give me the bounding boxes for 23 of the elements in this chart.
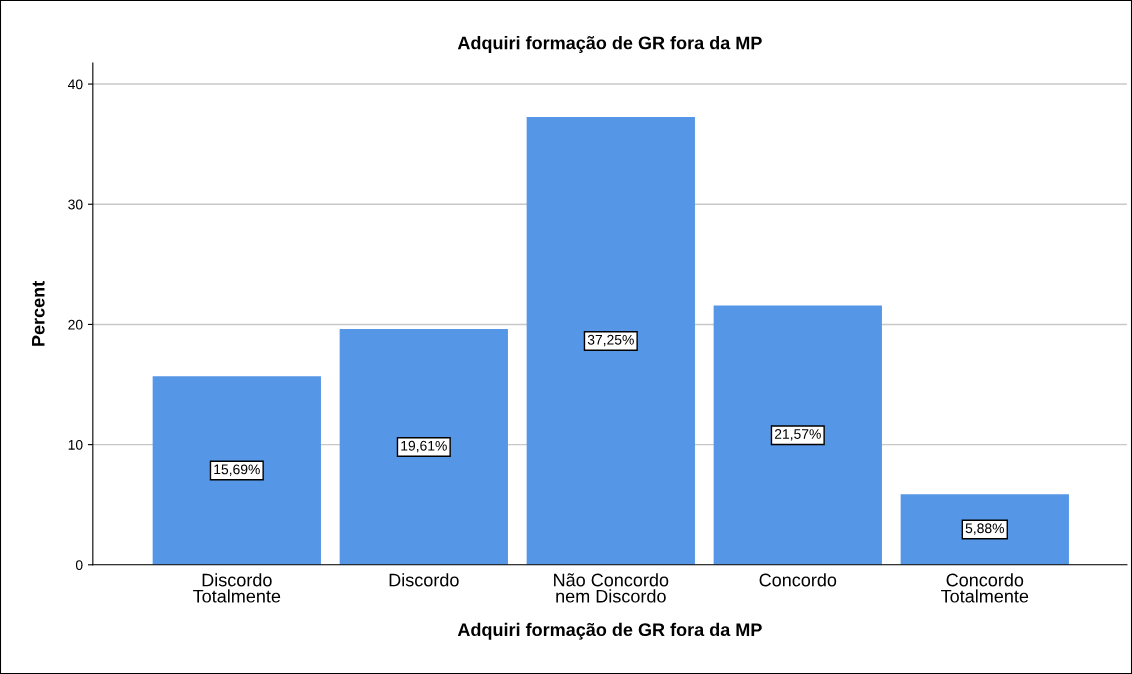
x-tick-label: Discordo — [389, 573, 459, 587]
data-label: 37,25% — [587, 334, 634, 347]
y-tick-label: 30 — [68, 199, 83, 210]
data-label: 21,57% — [774, 429, 821, 441]
bar — [152, 376, 321, 565]
y-tick-label: 20 — [68, 319, 83, 330]
bar — [339, 329, 508, 565]
x-tick-label: Não Concordo nem Discordo — [554, 573, 669, 603]
data-label: 19,61% — [401, 440, 447, 453]
x-tick-label: Discordo Totalmente — [193, 573, 281, 603]
bar — [900, 494, 1069, 565]
x-tick-label: Concordo Totalmente — [941, 573, 1029, 603]
x-tick-label: Concordo — [759, 573, 837, 587]
x-axis-title: Adquiri formação de GR fora da MP — [457, 622, 762, 640]
y-tick-label: 10 — [68, 439, 83, 450]
y-tick-label: 0 — [75, 560, 83, 570]
bar — [713, 305, 882, 565]
chart-title: Adquiri formação de GR fora da MP — [457, 36, 762, 53]
data-label: 15,69% — [214, 464, 260, 476]
y-axis-title: Percent — [32, 281, 45, 346]
y-tick-label: 40 — [67, 79, 83, 90]
data-label: 5,88% — [965, 523, 1004, 535]
bar — [526, 117, 695, 565]
